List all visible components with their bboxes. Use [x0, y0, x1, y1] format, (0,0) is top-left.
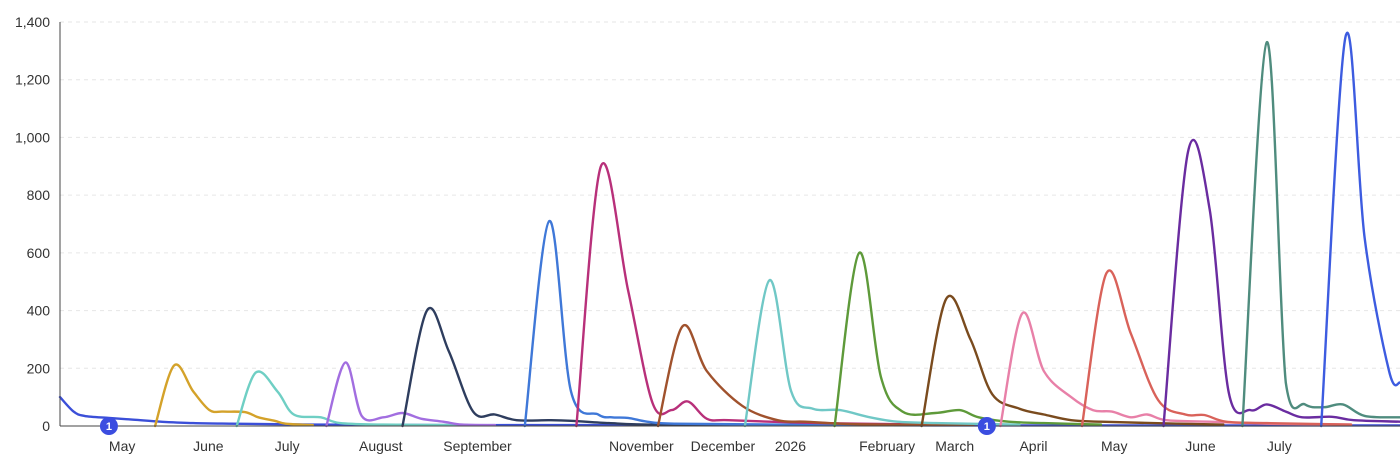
x-tick-label: November — [609, 438, 674, 454]
series-line-13 — [1080, 269, 1353, 428]
y-tick-label: 1,400 — [15, 14, 50, 30]
y-tick-label: 600 — [27, 245, 51, 261]
x-tick-label: June — [193, 438, 224, 454]
series-line-2 — [153, 363, 314, 428]
series-line-8 — [656, 323, 975, 428]
x-tick-label: May — [109, 438, 135, 454]
x-tick-label: September — [443, 438, 512, 454]
series-line-15 — [1241, 40, 1400, 428]
series-line-12 — [999, 311, 1353, 428]
y-tick-label: 0 — [42, 418, 50, 434]
series-line-10 — [833, 251, 1103, 428]
series-layer — [58, 31, 1400, 428]
x-tick-label: March — [935, 438, 974, 454]
series-line-9 — [743, 279, 1021, 428]
x-tick-label: December — [691, 438, 756, 454]
series-line-4 — [325, 361, 497, 428]
series-line-7 — [575, 162, 937, 428]
y-tick-label: 1,000 — [15, 129, 50, 145]
x-tick-label: February — [859, 438, 915, 454]
x-tick-label: July — [275, 438, 300, 454]
x-tick-label: July — [1267, 438, 1292, 454]
series-line-16 — [1320, 31, 1400, 428]
x-tick-label: May — [1101, 438, 1127, 454]
annotation-marker[interactable] — [99, 417, 118, 435]
annotation-marker[interactable] — [977, 417, 996, 435]
series-line-14 — [1162, 138, 1400, 428]
series-line-3 — [235, 370, 469, 428]
x-tick-label: 2026 — [775, 438, 806, 454]
y-tick-label: 800 — [27, 187, 51, 203]
series-line-11 — [920, 294, 1225, 428]
axis-layer: 0 200 400 600 800 1,000 1,200 1,400 May June July A… — [15, 14, 1400, 454]
annotation-marker-label: 1 — [106, 421, 112, 433]
grid-layer — [60, 21, 1400, 369]
y-tick-label: 400 — [27, 303, 51, 319]
series-line-6 — [523, 219, 937, 428]
y-tick-label: 1,200 — [15, 72, 50, 88]
x-tick-label: April — [1019, 438, 1047, 454]
series-line-5 — [401, 306, 730, 428]
x-tick-label: June — [1185, 438, 1216, 454]
x-tick-label: August — [359, 438, 403, 454]
y-tick-label: 200 — [27, 360, 51, 376]
annotation-marker-label: 1 — [984, 421, 990, 433]
